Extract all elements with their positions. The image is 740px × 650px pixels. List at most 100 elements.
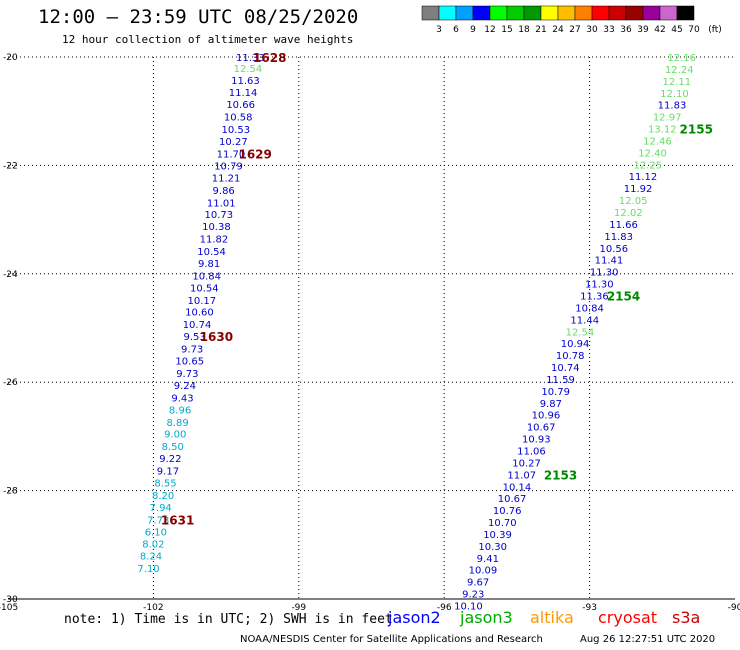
wave-height-value: 10.73	[205, 210, 234, 221]
wave-height-value: 11.59	[546, 375, 575, 386]
legend-label: 70	[688, 25, 700, 35]
wave-height-value: 10.94	[561, 339, 590, 350]
wave-height-value: 12.97	[653, 113, 682, 124]
wave-height-value: 12.16	[667, 53, 696, 64]
wave-height-value: 10.53	[221, 125, 250, 136]
legend-label: 36	[620, 25, 632, 35]
wave-height-value: 11.06	[517, 446, 546, 457]
satellite-jason3: jason3	[460, 608, 513, 627]
wave-height-plot: -105 -102 -99 -96 -93 -90 -20 -22 -24 -26 -28 -30 11…	[0, 51, 740, 613]
wave-height-value: 10.38	[202, 222, 231, 233]
footnote: note: 1) Time is in UTC; 2) SWH is in fe…	[64, 612, 393, 627]
legend-label: 33	[603, 25, 614, 35]
pass-time-label: 1628	[253, 51, 286, 65]
x-tick-label: -93	[582, 603, 597, 613]
y-tick-label: -30	[3, 595, 18, 605]
wave-height-value: 10.84	[575, 303, 604, 314]
wave-height-value: 10.60	[185, 308, 214, 319]
legend-label: 3	[436, 25, 442, 35]
wave-height-value: 12.54	[234, 64, 263, 75]
x-tick-label: -99	[291, 603, 306, 613]
page-subtitle: 12 hour collection of altimeter wave hei…	[62, 33, 354, 46]
wave-height-value: 9.23	[462, 590, 484, 601]
x-tick-label: -102	[143, 603, 163, 613]
wave-height-value: 9.86	[213, 186, 235, 197]
satellite-cryosat: cryosat	[598, 608, 658, 627]
y-tick-label: -28	[3, 487, 18, 497]
wave-height-value: 12.25	[633, 160, 662, 171]
legend-label: 9	[470, 25, 476, 35]
legend-label: 42	[654, 25, 665, 35]
wave-height-value: 10.58	[224, 113, 253, 124]
wave-height-value: 9.81	[198, 259, 220, 270]
wave-height-value: 11.92	[624, 184, 653, 195]
wave-height-value: 7.94	[150, 503, 172, 514]
wave-height-value: 8.50	[162, 442, 184, 453]
wave-height-value: 10.27	[219, 137, 248, 148]
wave-height-value: 10.79	[214, 161, 243, 172]
pass-time-label: 1629	[238, 147, 271, 161]
y-tick-label: -24	[3, 270, 18, 280]
wave-height-value: 11.83	[604, 232, 633, 243]
wave-height-value: 10.74	[183, 320, 212, 331]
wave-height-value: 11.44	[570, 315, 599, 326]
legend-swatch	[676, 5, 695, 21]
wave-height-value: 11.07	[507, 470, 536, 481]
legend-label: 39	[637, 25, 649, 35]
y-tick-label: -20	[3, 53, 18, 63]
x-tick-label: -105	[0, 603, 18, 613]
wave-height-value: 11.83	[658, 101, 687, 112]
wave-height-value: 10.93	[522, 435, 551, 446]
wave-height-value: 11.12	[629, 172, 658, 183]
wave-height-value: 12.02	[614, 208, 643, 219]
wave-height-value: 9.87	[540, 399, 562, 410]
wave-height-value: 10.74	[551, 363, 580, 374]
generation-timestamp: Aug 26 12:27:51 UTC 2020	[580, 634, 716, 645]
wave-height-value: 10.39	[483, 530, 512, 541]
credit-line: NOAA/NESDIS Center for Satellite Applica…	[240, 634, 543, 645]
satellite-s3a: s3a	[672, 608, 701, 627]
wave-height-value: 10.14	[503, 482, 532, 493]
wave-height-value: 11.01	[207, 198, 236, 209]
wave-height-value: 9.43	[171, 393, 193, 404]
wave-height-value: 9.67	[467, 578, 489, 589]
wave-height-value: 10.67	[527, 423, 556, 434]
wave-height-value: 12.05	[619, 196, 648, 207]
wave-height-value: 7.10	[137, 564, 159, 575]
wave-height-value: 10.65	[175, 357, 204, 368]
wave-height-value: 9.73	[176, 369, 198, 380]
legend-label: 45	[671, 25, 682, 35]
wave-height-value: 13.12	[648, 125, 677, 136]
pass-time-label: 2155	[680, 123, 713, 137]
wave-height-value: 12.10	[660, 89, 689, 100]
wave-height-value: 10.67	[498, 494, 527, 505]
wave-height-value: 9.00	[164, 430, 186, 441]
pass-time-label: 2154	[607, 289, 640, 303]
wave-height-value: 8.89	[167, 418, 189, 429]
pass-time-label: 2153	[544, 468, 577, 482]
wave-height-value: 11.33	[236, 53, 265, 64]
wave-height-value: 10.70	[488, 518, 517, 529]
wave-height-value: 8.20	[152, 491, 174, 502]
wave-height-value: 9.41	[477, 554, 499, 565]
satellite-jason2: jason2	[388, 608, 441, 627]
wave-height-value: 11.70	[217, 149, 246, 160]
wave-height-value: 9.53	[183, 332, 205, 343]
legend-label: 21	[535, 25, 546, 35]
wave-height-value: 11.30	[590, 268, 619, 279]
wave-height-value: 12.46	[643, 136, 672, 147]
color-legend: 3 6 9 12 15 18 21 24 27 30 33 36 39 42 45 70 (ft)	[421, 5, 722, 35]
wave-height-value: 10.54	[190, 283, 219, 294]
wave-height-value: 8.02	[142, 540, 164, 551]
wave-height-value: 9.24	[174, 381, 196, 392]
pass-time-label: 1630	[200, 330, 233, 344]
wave-height-value: 12.40	[638, 148, 667, 159]
wave-height-value: 11.36	[580, 291, 609, 302]
wave-height-value: 11.21	[212, 173, 241, 184]
wave-height-value: 8.96	[169, 405, 191, 416]
page-title: 12:00 — 23:59 UTC 08/25/2020	[38, 6, 359, 28]
legend-label: 15	[501, 25, 512, 35]
y-tick-label: -26	[3, 378, 18, 388]
wave-height-value: 8.24	[140, 552, 162, 563]
x-tick-label: -96	[437, 603, 452, 613]
